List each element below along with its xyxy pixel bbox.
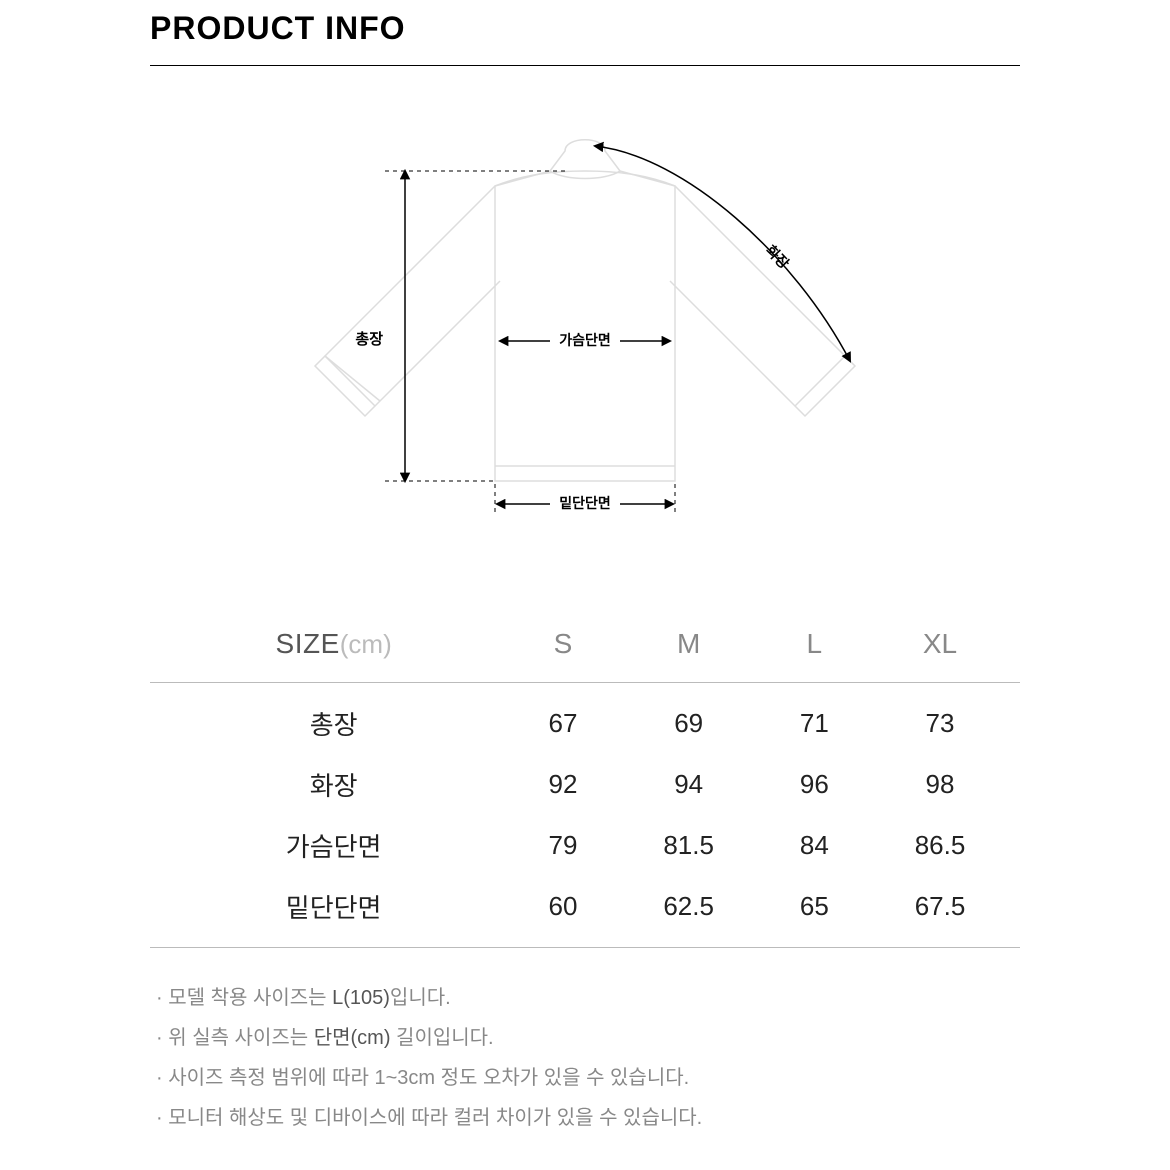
size-col-s: S xyxy=(517,616,608,683)
table-row: 총장 67 69 71 73 xyxy=(150,683,1020,755)
diagram-label-hem: 밑단단면 xyxy=(559,495,611,511)
measurement-diagram: 총장 가슴단면 밑단단면 화장 xyxy=(150,126,1020,546)
size-col-xl: XL xyxy=(860,616,1020,683)
note-line: · 사이즈 측정 범위에 따라 1~3cm 정도 오차가 있을 수 있습니다. xyxy=(156,1058,1014,1098)
size-table-header-row: SIZE(cm) S M L XL xyxy=(150,616,1020,683)
table-row: 화장 92 94 96 98 xyxy=(150,754,1020,815)
diagram-label-total-length: 총장 xyxy=(355,330,383,348)
title-divider xyxy=(150,65,1020,66)
notes-block: · 모델 착용 사이즈는 L(105)입니다. · 위 실측 사이즈는 단면(c… xyxy=(150,978,1020,1138)
table-row: 가슴단면 79 81.5 84 86.5 xyxy=(150,815,1020,876)
size-table: SIZE(cm) S M L XL 총장 67 69 71 73 화장 92 9… xyxy=(150,616,1020,948)
size-col-l: L xyxy=(769,616,860,683)
note-line: · 모니터 해상도 및 디바이스에 따라 컬러 차이가 있을 수 있습니다. xyxy=(156,1098,1014,1138)
diagram-label-sleeve: 화장 xyxy=(763,242,792,272)
note-line: · 모델 착용 사이즈는 L(105)입니다. xyxy=(156,978,1014,1018)
diagram-label-chest: 가슴단면 xyxy=(559,332,611,348)
table-row: 밑단단면 60 62.5 65 67.5 xyxy=(150,876,1020,948)
page-title: PRODUCT INFO xyxy=(150,10,1020,47)
note-line: · 위 실측 사이즈는 단면(cm) 길이입니다. xyxy=(156,1018,1014,1058)
size-table-header-label: SIZE(cm) xyxy=(150,616,517,683)
size-col-m: M xyxy=(609,616,769,683)
